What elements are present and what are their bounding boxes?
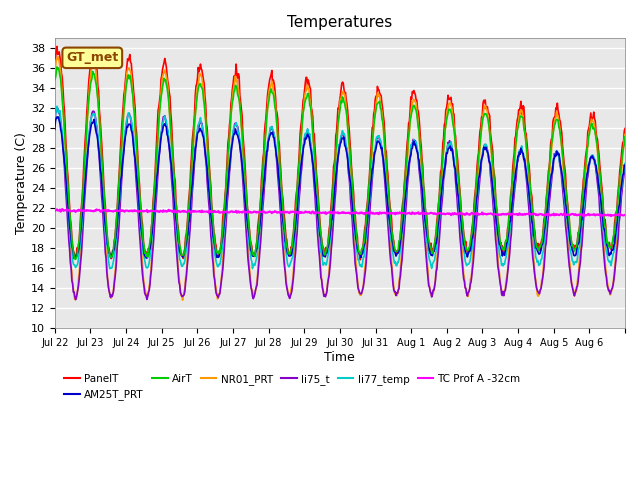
Line: NR01_PRT: NR01_PRT bbox=[55, 57, 625, 300]
NR01_PRT bbox=[274, 137, 282, 143]
AM25T_PRT bbox=[53, 114, 61, 120]
TC Prof A -32cm bbox=[607, 213, 614, 219]
AM25T_PRT bbox=[224, 181, 232, 187]
li77_temp bbox=[252, 256, 260, 262]
AM25T_PRT bbox=[401, 205, 408, 211]
PanelT bbox=[252, 250, 259, 255]
TC Prof A -32cm bbox=[252, 209, 259, 215]
Line: AirT: AirT bbox=[55, 67, 625, 259]
PanelT bbox=[273, 110, 281, 116]
AM25T_PRT bbox=[432, 241, 440, 247]
TC Prof A -32cm bbox=[223, 209, 231, 215]
AM25T_PRT bbox=[119, 155, 127, 160]
PanelT bbox=[356, 257, 364, 263]
TC Prof A -32cm bbox=[118, 208, 126, 214]
PanelT bbox=[223, 155, 231, 160]
PanelT bbox=[53, 44, 61, 49]
li77_temp bbox=[53, 103, 61, 109]
NR01_PRT bbox=[118, 134, 126, 140]
Title: Temperatures: Temperatures bbox=[287, 15, 392, 30]
AirT bbox=[401, 189, 408, 195]
NR01_PRT bbox=[51, 71, 59, 76]
AM25T_PRT bbox=[70, 256, 78, 262]
NR01_PRT bbox=[401, 212, 408, 218]
AirT bbox=[621, 134, 629, 140]
Line: li77_temp: li77_temp bbox=[55, 106, 625, 269]
li77_temp bbox=[274, 163, 282, 168]
PanelT bbox=[401, 182, 408, 188]
AirT bbox=[119, 116, 127, 122]
PanelT bbox=[432, 228, 440, 234]
li77_temp bbox=[432, 248, 440, 254]
NR01_PRT bbox=[432, 265, 440, 271]
PanelT bbox=[621, 126, 629, 132]
Line: li75_t: li75_t bbox=[55, 108, 625, 300]
li77_temp bbox=[119, 148, 127, 154]
AM25T_PRT bbox=[252, 247, 260, 252]
TC Prof A -32cm bbox=[273, 210, 281, 216]
li75_t bbox=[119, 157, 127, 163]
Text: GT_met: GT_met bbox=[66, 51, 118, 64]
li75_t bbox=[224, 192, 232, 197]
AirT bbox=[252, 244, 260, 250]
X-axis label: Time: Time bbox=[324, 351, 355, 364]
AirT bbox=[72, 256, 79, 262]
li75_t bbox=[252, 284, 260, 290]
li77_temp bbox=[401, 210, 408, 216]
li77_temp bbox=[621, 160, 629, 166]
AirT bbox=[51, 77, 59, 83]
Y-axis label: Temperature (C): Temperature (C) bbox=[15, 132, 28, 234]
li75_t bbox=[432, 269, 440, 275]
li77_temp bbox=[106, 266, 114, 272]
li75_t bbox=[72, 297, 79, 302]
li75_t bbox=[401, 228, 408, 234]
AM25T_PRT bbox=[51, 127, 59, 132]
li75_t bbox=[274, 173, 282, 179]
PanelT bbox=[118, 114, 126, 120]
NR01_PRT bbox=[252, 283, 260, 288]
li77_temp bbox=[51, 118, 59, 124]
TC Prof A -32cm bbox=[431, 211, 439, 216]
li75_t bbox=[51, 120, 59, 126]
Line: PanelT: PanelT bbox=[55, 47, 625, 260]
AirT bbox=[274, 133, 282, 139]
li75_t bbox=[54, 106, 61, 111]
li75_t bbox=[621, 165, 629, 170]
Legend: PanelT, AM25T_PRT, AirT, NR01_PRT, li75_t, li77_temp, TC Prof A -32cm: PanelT, AM25T_PRT, AirT, NR01_PRT, li75_… bbox=[60, 370, 525, 404]
AM25T_PRT bbox=[274, 162, 282, 168]
AirT bbox=[53, 64, 61, 70]
NR01_PRT bbox=[54, 54, 61, 60]
NR01_PRT bbox=[621, 132, 629, 137]
PanelT bbox=[51, 59, 59, 64]
TC Prof A -32cm bbox=[58, 206, 66, 212]
AirT bbox=[432, 231, 440, 237]
AM25T_PRT bbox=[621, 163, 629, 169]
AirT bbox=[224, 149, 232, 155]
Line: AM25T_PRT: AM25T_PRT bbox=[55, 117, 625, 259]
NR01_PRT bbox=[179, 297, 186, 303]
li77_temp bbox=[224, 178, 232, 184]
TC Prof A -32cm bbox=[51, 208, 59, 214]
NR01_PRT bbox=[224, 168, 232, 174]
TC Prof A -32cm bbox=[399, 210, 407, 216]
TC Prof A -32cm bbox=[621, 212, 629, 217]
Line: TC Prof A -32cm: TC Prof A -32cm bbox=[55, 209, 625, 216]
